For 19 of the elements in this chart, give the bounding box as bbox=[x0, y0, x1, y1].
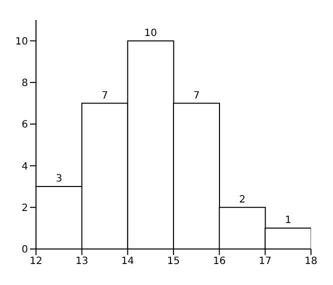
y-tick-label: 0 bbox=[22, 244, 28, 256]
data-label: 2 bbox=[239, 194, 246, 206]
data-label: 3 bbox=[56, 174, 62, 185]
x-tick-label: 18 bbox=[304, 256, 318, 268]
x-tick-label: 15 bbox=[167, 256, 180, 268]
y-tick-label: 6 bbox=[22, 120, 28, 131]
x-tick-label: 14 bbox=[121, 256, 134, 268]
x-tick-label: 12 bbox=[30, 256, 42, 268]
x-tick-label: 16 bbox=[212, 256, 226, 268]
y-tick-label: 10 bbox=[15, 36, 28, 48]
y-tick-label: 2 bbox=[22, 202, 28, 214]
data-label: 1 bbox=[284, 215, 292, 226]
y-tick-label: 4 bbox=[22, 161, 28, 172]
data-label: 10 bbox=[144, 28, 158, 39]
data-label: 7 bbox=[102, 90, 108, 102]
x-tick-label: 13 bbox=[75, 256, 88, 268]
x-tick-label: 17 bbox=[258, 256, 272, 268]
y-tick-label: 8 bbox=[22, 78, 28, 90]
data-label: 7 bbox=[193, 90, 200, 102]
